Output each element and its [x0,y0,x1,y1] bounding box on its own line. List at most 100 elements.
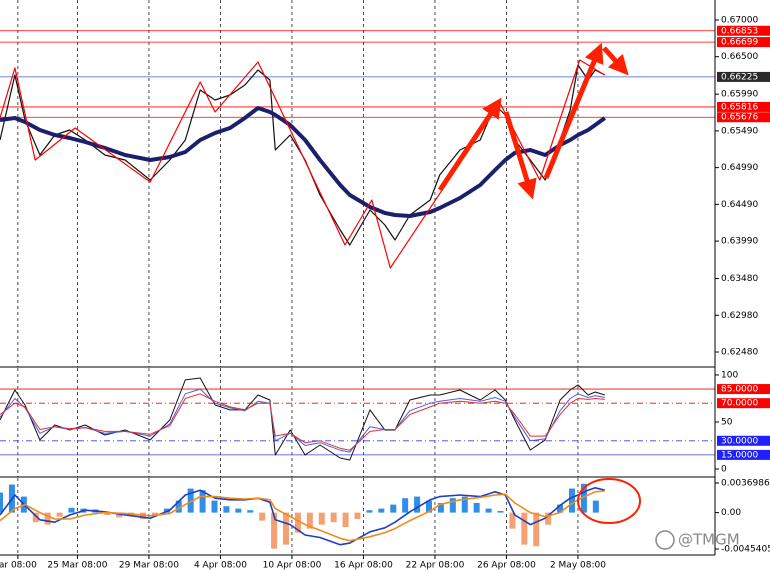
level-label-bg [717,112,770,123]
x-tick-label: 29 Mar 08:00 [119,561,179,571]
y-tick-label: 0.63990 [721,237,758,247]
histogram-bar [223,506,230,513]
y-tick-label: 0.67000 [721,15,758,25]
y-tick-label: 0.62980 [721,311,758,321]
y-tick-label: 0.64490 [721,200,758,210]
level-label: 85.0000 [721,385,758,395]
histogram-bar [235,508,242,513]
histogram-bar [0,492,3,513]
x-tick-label: 16 Apr 08:00 [334,561,393,571]
histogram-bar [116,512,123,518]
y-tick-label: 0 [721,465,727,475]
y-tick-label: -0.0045405 [721,544,770,554]
histogram-bar [56,512,63,517]
level-label-bg [717,384,770,395]
histogram-bar [545,512,552,525]
level-label: 0.65816 [721,102,758,112]
histogram-bar [569,488,575,513]
histogram-bar [271,512,278,549]
level-label: 15.0000 [721,450,758,460]
annotations [437,42,641,524]
histogram-bar [318,512,325,525]
histogram-bar [151,512,158,516]
arrow [602,46,629,76]
watermark-icon [655,530,675,550]
histogram-bar [259,512,266,521]
histogram-bar [68,507,75,513]
level-label: 0.66699 [721,38,758,48]
level-label: 0.66853 [721,26,758,36]
y-tick-label: 0.65990 [721,90,758,100]
histogram-bar [461,496,468,513]
histogram-bar [449,498,456,513]
histogram-bar [414,496,421,513]
arrow [437,97,502,192]
histogram-bar [330,512,337,523]
level-label-bg [717,37,770,48]
histogram-bar [44,512,51,525]
watermark-text: @TMGM [678,531,740,549]
histogram-bar [437,502,444,513]
level-label-bg [717,101,770,112]
level-label-bg [717,435,770,446]
level-label: 0.66225 [721,72,758,82]
y-tick-label: 0.0036986 [721,478,770,488]
histogram-bar [533,512,540,547]
y-tick-label: 0.63480 [721,274,758,284]
histogram-bar [473,502,480,513]
series-line [0,388,605,453]
level-label-bg [717,71,770,82]
series-line [0,377,605,461]
y-tick-label: 0.65490 [721,126,758,136]
histogram-bar [294,512,301,533]
histogram-bar [592,500,599,513]
histogram-bar [247,510,254,513]
histogram-bar [426,500,432,513]
histogram-bar [509,512,516,529]
histogram-bar [306,512,313,529]
x-tick-label: 2 May 08:00 [550,561,606,571]
histogram-bar [521,512,528,545]
level-label-bg [717,398,770,409]
level-label: 70.0000 [721,399,758,409]
x-tick-label: 4 Apr 08:00 [194,561,247,571]
highlight-ellipse [577,478,641,524]
level-label-bg [717,25,770,36]
y-tick-label: 50 [721,417,733,427]
histogram-bar [390,504,397,513]
x-tick-label: 10 Apr 08:00 [263,561,322,571]
x-tick-label: 22 Apr 08:00 [406,561,465,571]
y-tick-label: 100 [721,370,738,380]
y-tick-label: 0.00 [721,508,741,518]
arrow [503,111,537,200]
histogram-bar [175,500,182,513]
histogram-bar [32,512,39,523]
series-line [0,59,606,269]
y-tick-label: 0.64990 [721,163,758,173]
histogram-bar [283,512,289,545]
series-line [0,490,605,542]
histogram-bar [187,488,194,513]
histogram-bar [354,512,361,520]
x-tick-label: 26 Apr 08:00 [477,561,536,571]
watermark: @TMGM [655,530,740,550]
histogram-bar [199,490,206,513]
x-tick-label: ar 08:00 [0,561,37,571]
level-label: 0.65676 [721,113,758,123]
histogram-bar [580,483,587,513]
histogram-bar [366,510,373,513]
histogram-bar [557,504,564,513]
histogram-bar [378,508,385,513]
histogram-bar [497,511,504,513]
histogram-bar [211,500,218,513]
level-label: 30.0000 [721,436,758,446]
histogram-bar [104,512,111,516]
series-line [0,64,606,246]
series-line [0,393,605,451]
histogram-bar [485,508,492,513]
series-line [0,106,606,218]
x-tick-label: 25 Mar 08:00 [47,561,107,571]
series-line [0,487,605,546]
